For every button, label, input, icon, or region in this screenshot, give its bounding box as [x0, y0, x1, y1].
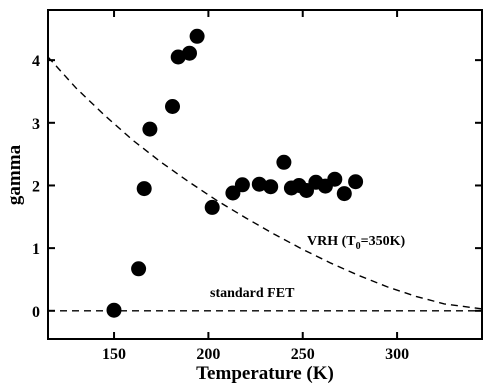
data-point [170, 49, 186, 65]
vrh-label-main: VRH (T [307, 234, 356, 249]
y-tick-label: 3 [32, 116, 40, 133]
vrh-label-subscript: 0 [356, 241, 361, 252]
standard-fet-label: standard FET [210, 286, 295, 301]
data-point [106, 302, 122, 318]
x-tick-label: 300 [385, 346, 409, 363]
data-point [234, 177, 250, 193]
data-point [348, 174, 364, 190]
data-point [251, 176, 267, 192]
vrh-curve [47, 56, 483, 310]
y-axis-label: gamma [4, 144, 25, 205]
data-point [131, 261, 147, 277]
x-axis-label: Temperature (K) [196, 363, 334, 383]
data-point [189, 28, 205, 44]
data-point [142, 121, 158, 137]
axis-ticks: 150 200 250 300 0 1 2 3 4 [32, 10, 482, 363]
data-point [182, 45, 197, 61]
data-point [336, 186, 352, 202]
y-tick-label: 1 [32, 241, 40, 258]
vrh-curve-label: VRH (T0=350K) [307, 234, 405, 252]
data-point [136, 181, 152, 197]
data-point [165, 99, 180, 114]
y-tick-label: 4 [32, 53, 40, 70]
data-point [204, 199, 220, 215]
y-tick-label: 2 [32, 178, 40, 195]
data-points [106, 28, 364, 318]
x-tick-label: 150 [102, 346, 126, 363]
plot-frame [47, 9, 483, 340]
data-point [263, 179, 279, 195]
data-point [276, 154, 292, 170]
x-tick-label: 200 [196, 346, 220, 363]
vrh-label-rest: =350K) [361, 234, 406, 249]
data-point [327, 171, 343, 187]
x-tick-label: 250 [291, 346, 315, 363]
y-tick-label: 0 [32, 304, 40, 321]
